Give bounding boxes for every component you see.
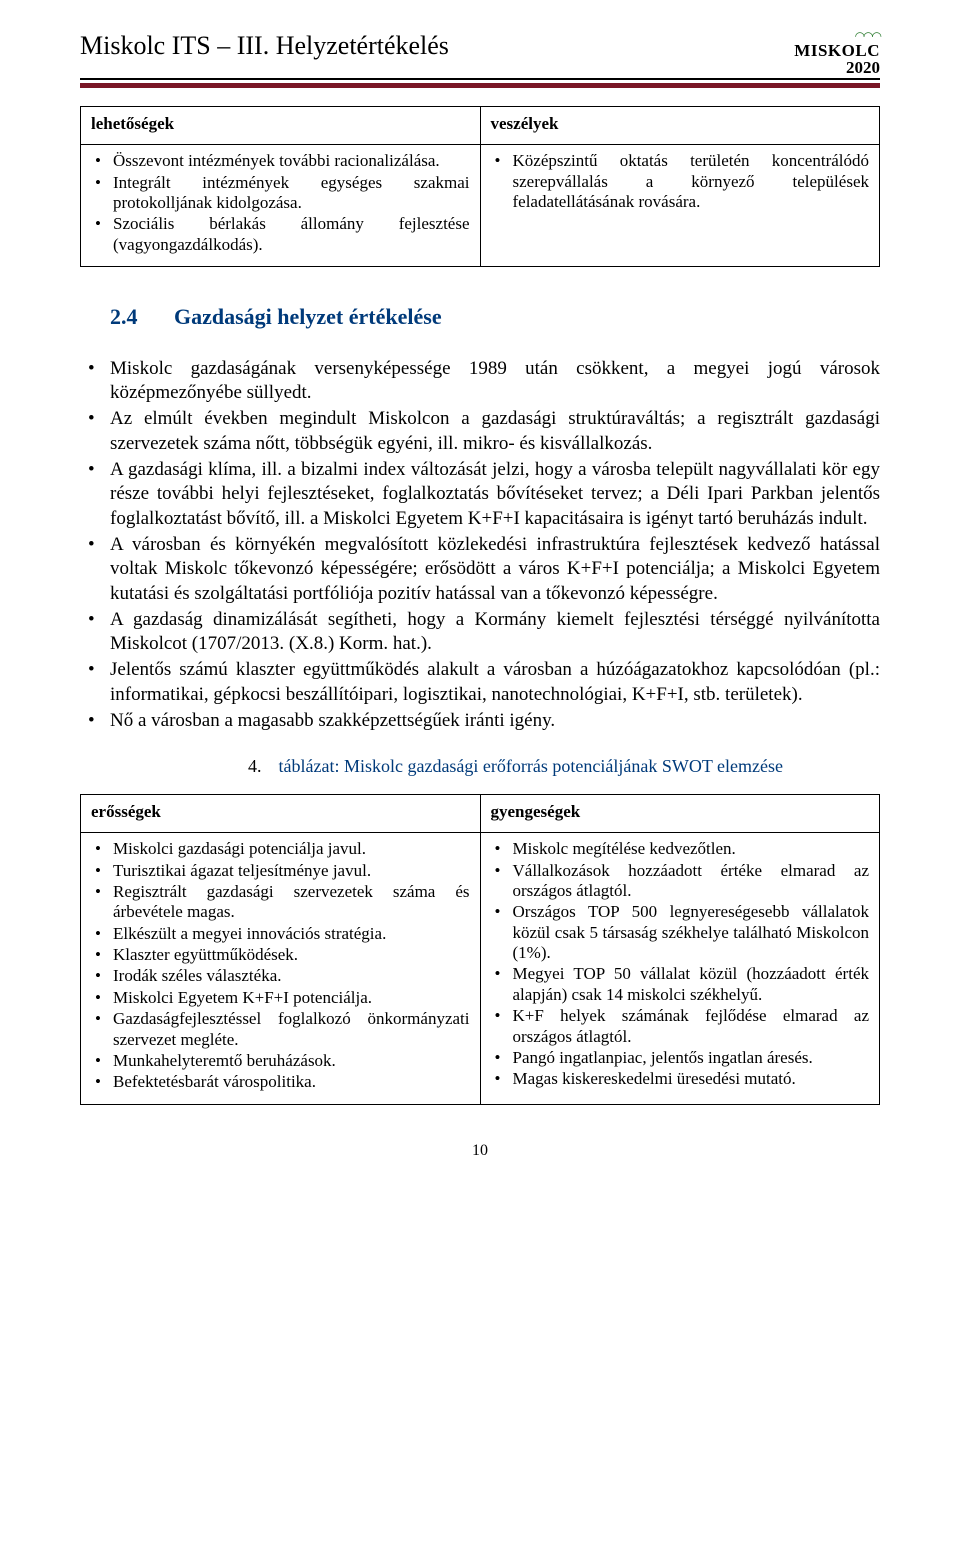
list-item: Miskolci gazdasági potenciálja javul. xyxy=(113,839,470,859)
body-item: Az elmúlt években megindult Miskolcon a … xyxy=(110,407,880,456)
accent-line xyxy=(80,83,880,88)
list-item: Munkahelyteremtő beruházások. xyxy=(113,1051,470,1071)
list-item: Magas kiskereskedelmi üresedési mutató. xyxy=(513,1069,870,1089)
weaknesses-list: Miskolc megítélése kedvezőtlen. Vállalko… xyxy=(491,839,870,1090)
table-row: Összevont intézmények további racionaliz… xyxy=(81,145,880,267)
list-item: Pangó ingatlanpiac, jelentős ingatlan ár… xyxy=(513,1048,870,1068)
body-bullet-list: Miskolc gazdaságának versenyképessége 19… xyxy=(80,357,880,734)
cell-opportunities: Összevont intézmények további racionaliz… xyxy=(81,145,481,267)
page-header: Miskolc ITS – III. Helyzetértékelés ◠◠◠ … xyxy=(80,30,880,76)
body-item: Nő a városban a magasabb szakképzettségű… xyxy=(110,709,880,733)
document-title: Miskolc ITS – III. Helyzetértékelés xyxy=(80,30,449,63)
table-header-row: erősségek gyengeségek xyxy=(81,794,880,832)
list-item: Megyei TOP 50 vállalat közül (hozzáadott… xyxy=(513,964,870,1005)
cell-threats: Középszintű oktatás területén koncentrál… xyxy=(480,145,880,267)
list-item: Országos TOP 500 legnyereségesebb vállal… xyxy=(513,902,870,963)
caption-text: táblázat: Miskolc gazdasági erőforrás po… xyxy=(279,756,783,776)
header-strengths: erősségek xyxy=(81,794,481,832)
body-item: A gazdasági klíma, ill. a bizalmi index … xyxy=(110,458,880,531)
list-item: Irodák széles választéka. xyxy=(113,966,470,986)
header-threats: veszélyek xyxy=(480,107,880,145)
header-weaknesses: gyengeségek xyxy=(480,794,880,832)
list-item: Összevont intézmények további racionaliz… xyxy=(113,151,470,171)
section-heading: 2.4Gazdasági helyzet értékelése xyxy=(110,303,880,331)
list-item: Elkészült a megyei innovációs stratégia. xyxy=(113,924,470,944)
swot-table-strengths-weaknesses: erősségek gyengeségek Miskolci gazdasági… xyxy=(80,794,880,1105)
header-opportunities: lehetőségek xyxy=(81,107,481,145)
body-item: Jelentős számú klaszter együttműködés al… xyxy=(110,658,880,707)
list-item: Vállalkozások hozzáadott értéke elmarad … xyxy=(513,861,870,902)
list-item: Szociális bérlakás állomány fejlesztése … xyxy=(113,214,470,255)
list-item: Gazdaságfejlesztéssel foglalkozó önkormá… xyxy=(113,1009,470,1050)
body-item: Miskolc gazdaságának versenyképessége 19… xyxy=(110,357,880,406)
list-item: Miskolci Egyetem K+F+I potenciálja. xyxy=(113,988,470,1008)
cell-strengths: Miskolci gazdasági potenciálja javul. Tu… xyxy=(81,833,481,1105)
caption-number: 4. xyxy=(248,755,274,778)
strengths-list: Miskolci gazdasági potenciálja javul. Tu… xyxy=(91,839,470,1093)
body-item: A városban és környékén megvalósított kö… xyxy=(110,533,880,606)
list-item: Befektetésbarát várospolitika. xyxy=(113,1072,470,1092)
threats-list: Középszintű oktatás területén koncentrál… xyxy=(491,151,870,212)
list-item: Miskolc megítélése kedvezőtlen. xyxy=(513,839,870,859)
logo-text-1: MISK xyxy=(794,41,841,60)
list-item: K+F helyek számának fejlődése elmarad az… xyxy=(513,1006,870,1047)
table-header-row: lehetőségek veszélyek xyxy=(81,107,880,145)
title-underline xyxy=(80,78,880,80)
section-number: 2.4 xyxy=(110,303,174,331)
list-item: Klaszter együttműködések. xyxy=(113,945,470,965)
logo-year: 2020 xyxy=(794,59,880,76)
opportunities-list: Összevont intézmények további racionaliz… xyxy=(91,151,470,255)
list-item: Regisztrált gazdasági szervezetek száma … xyxy=(113,882,470,923)
body-item: A gazdaság dinamizálását segítheti, hogy… xyxy=(110,608,880,657)
miskolc-logo: ◠◠◠ MISKOLC 2020 xyxy=(794,30,880,76)
swot-table-opportunities-threats: lehetőségek veszélyek Összevont intézmén… xyxy=(80,106,880,267)
list-item: Középszintű oktatás területén koncentrál… xyxy=(513,151,870,212)
cell-weaknesses: Miskolc megítélése kedvezőtlen. Vállalko… xyxy=(480,833,880,1105)
list-item: Integrált intézmények egységes szakmai p… xyxy=(113,173,470,214)
page-number: 10 xyxy=(80,1141,880,1161)
table-caption: 4. táblázat: Miskolc gazdasági erőforrás… xyxy=(248,755,880,778)
list-item: Turisztikai ágazat teljesítménye javul. xyxy=(113,861,470,881)
table-row: Miskolci gazdasági potenciálja javul. Tu… xyxy=(81,833,880,1105)
section-title: Gazdasági helyzet értékelése xyxy=(174,304,442,329)
